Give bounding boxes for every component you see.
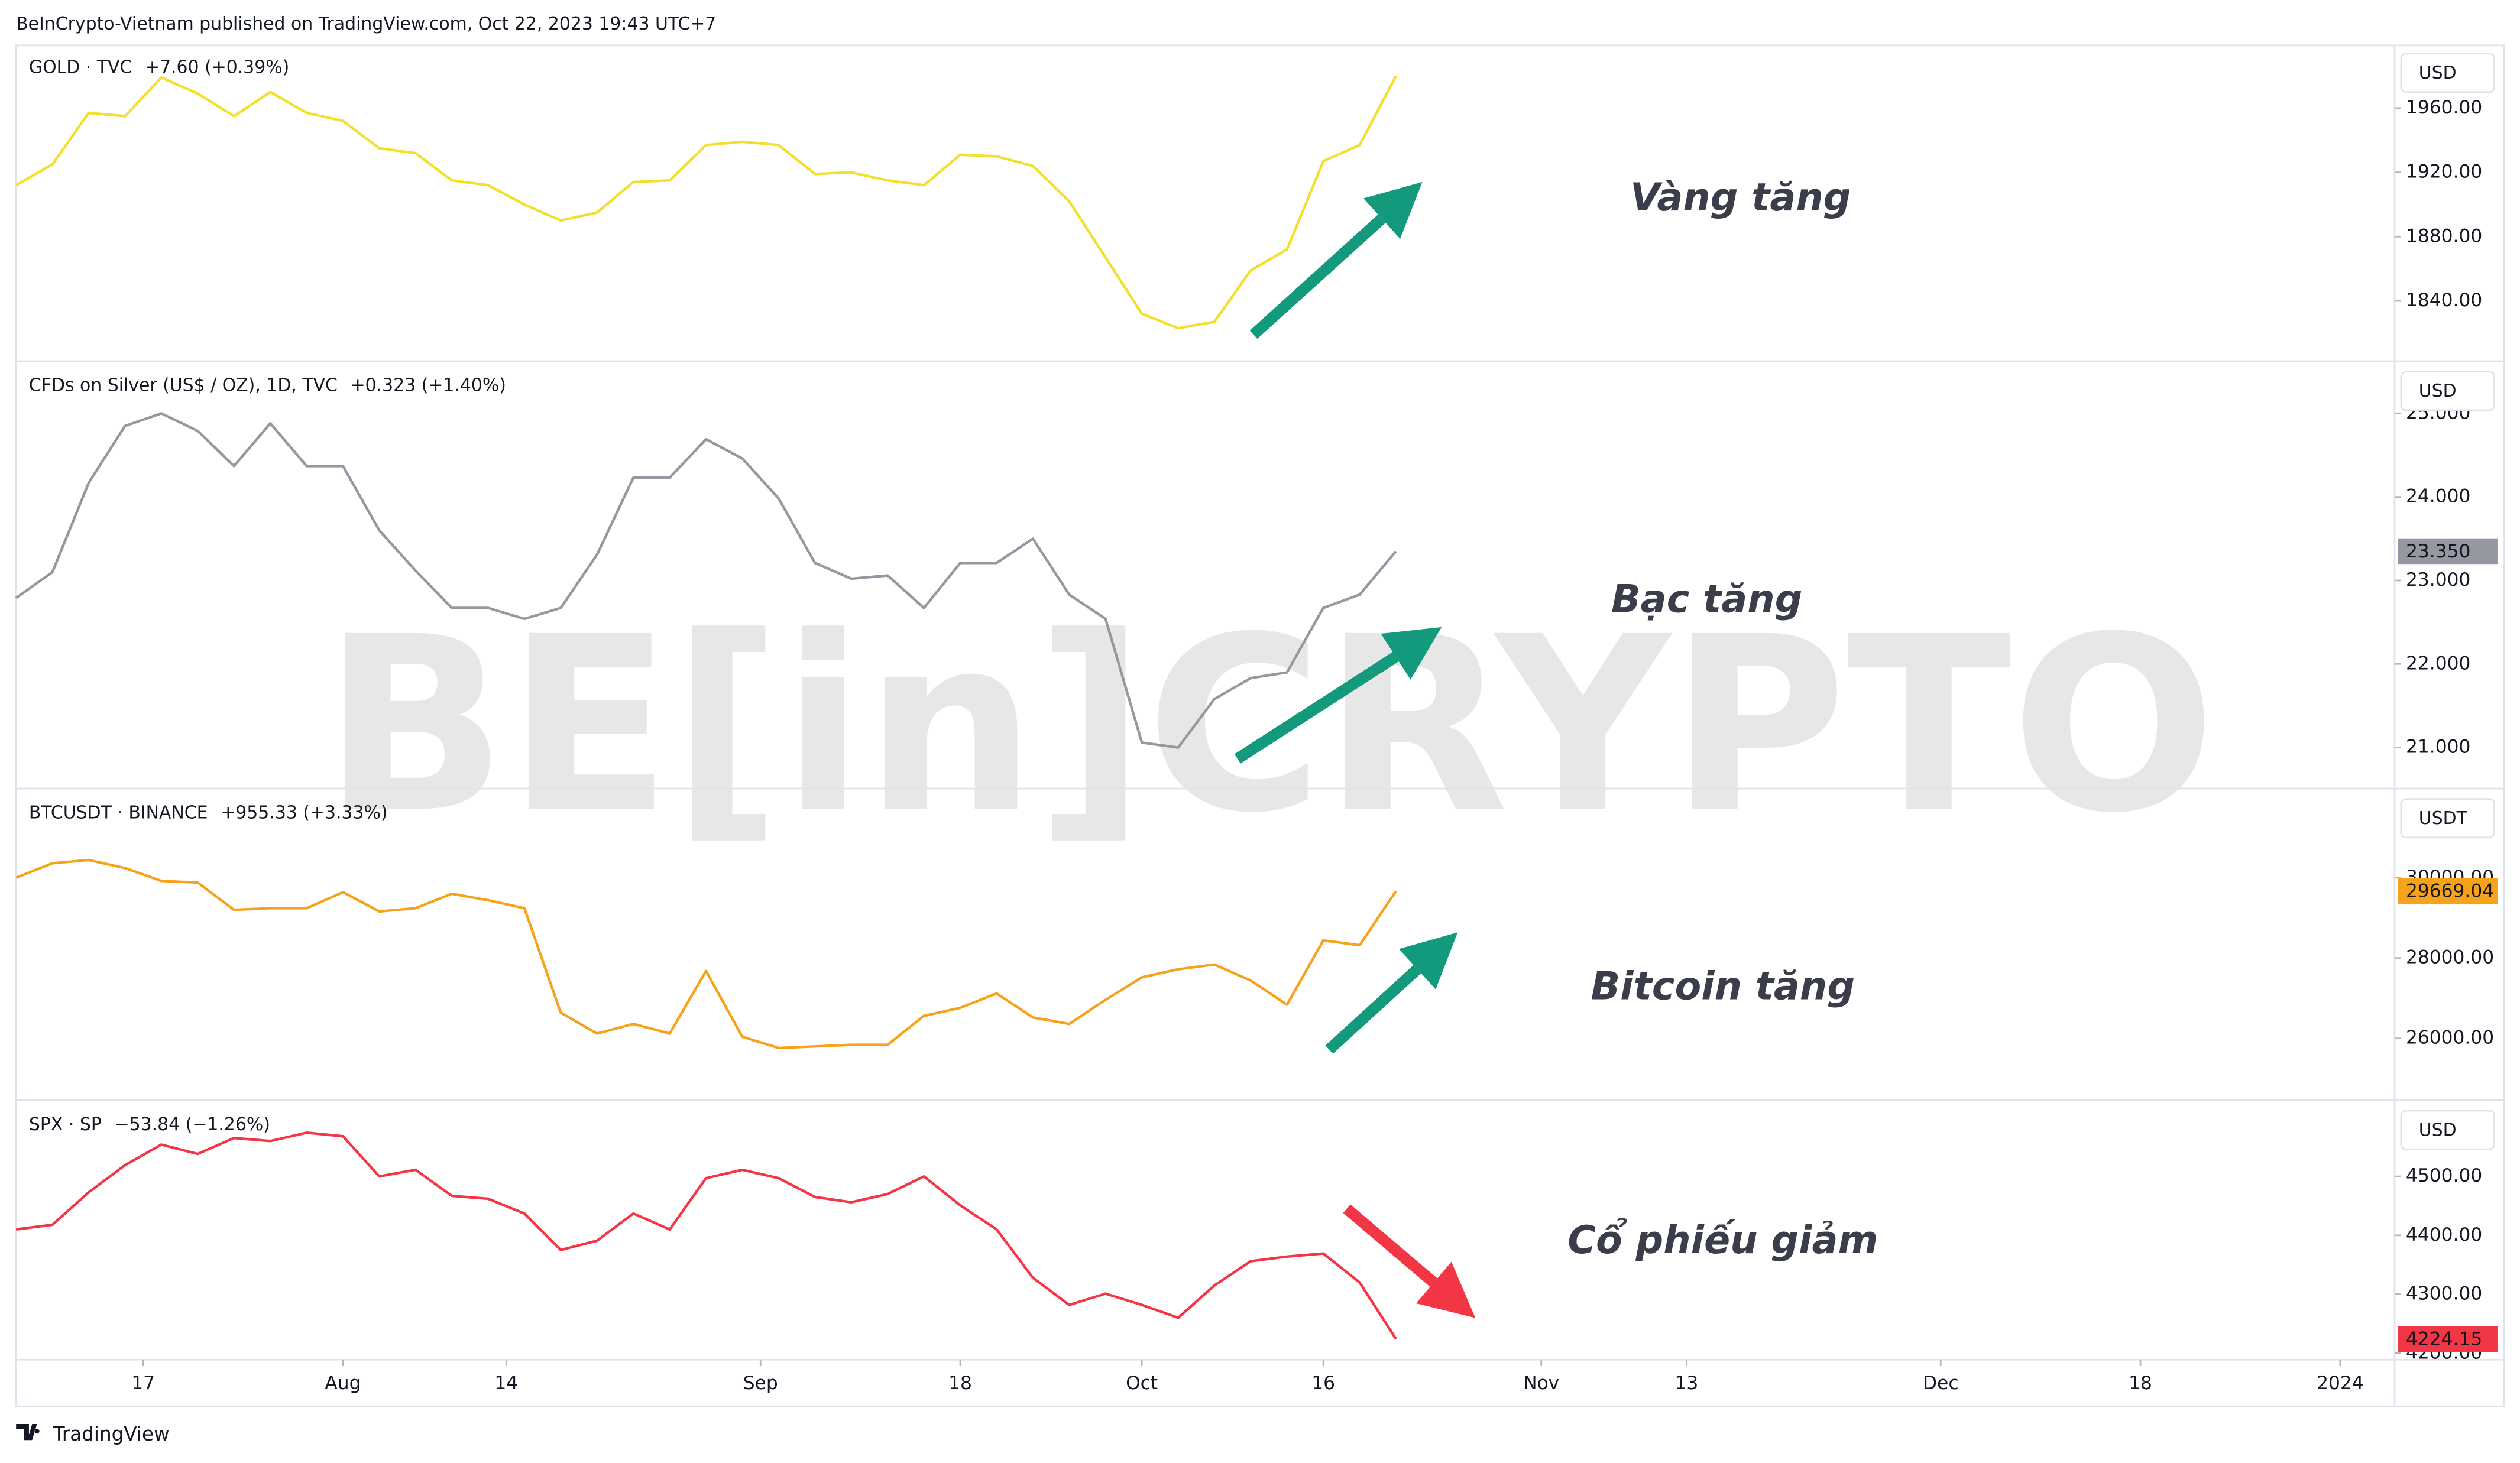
x-tick-label: Dec: [1923, 1373, 1958, 1394]
y-tick-label: 22.000: [2406, 653, 2470, 674]
arrow-head: [1363, 181, 1423, 239]
symbol-title: GOLD · TVC: [29, 57, 132, 77]
price-line: [15, 858, 1397, 1050]
arrow-shaft: [1234, 651, 1399, 764]
y-tick-label: 24.000: [2406, 486, 2470, 507]
symbol-title: CFDs on Silver (US$ / OZ), 1D, TVC: [29, 375, 338, 396]
y-tick-label: 23.000: [2406, 569, 2470, 591]
y-tick-label: 1840.00: [2406, 290, 2482, 311]
arrow-head: [1416, 1261, 1476, 1318]
y-tick-label: 4500.00: [2406, 1165, 2482, 1186]
x-tick-label: Aug: [325, 1373, 361, 1394]
x-tick-label: Oct: [1126, 1373, 1158, 1394]
y-tick-label: 1960.00: [2406, 97, 2482, 118]
x-tick-label: 13: [1674, 1373, 1698, 1394]
x-tick-label: Nov: [1523, 1373, 1559, 1394]
symbol-title: BTCUSDT · BINANCE: [29, 803, 208, 823]
currency: USDT: [2419, 808, 2468, 829]
price-label-box: [2398, 538, 2498, 565]
symbol-change: −53.84 (−1.26%): [115, 1114, 270, 1135]
x-tick-label: 18: [948, 1373, 972, 1394]
y-tick-label: 4400.00: [2406, 1224, 2482, 1245]
arrow-shaft: [1249, 214, 1386, 339]
publish-header: BeInCrypto-Vietnam published on TradingV…: [16, 14, 716, 34]
currency: USD: [2419, 381, 2457, 401]
y-tick-label: 4300.00: [2406, 1283, 2482, 1305]
price-label: 4224.15: [2406, 1329, 2482, 1350]
arrow-head: [1398, 932, 1458, 990]
arrow-shaft: [1343, 1204, 1437, 1287]
price-line: [15, 412, 1397, 749]
watermark: BE[in]CRYPTO: [323, 586, 2217, 866]
currency-box: [2400, 53, 2495, 93]
tv-logo: [16, 1424, 40, 1441]
y-tick-label: 26000.00: [2406, 1027, 2494, 1049]
currency-box: [2400, 798, 2495, 839]
price-label-box: [2398, 1326, 2498, 1352]
price-line: [15, 75, 1397, 330]
x-tick-label: 17: [131, 1373, 155, 1394]
y-tick-label: 28000.00: [2406, 947, 2494, 968]
annotation: Vàng tăng: [1630, 175, 1851, 220]
price-label-box: [2398, 878, 2498, 904]
x-tick-label: Sep: [743, 1373, 778, 1394]
symbol-title: SPX · SP: [29, 1114, 102, 1135]
currency: USD: [2419, 1120, 2457, 1140]
arrow-shaft: [1325, 965, 1421, 1054]
y-tick-label: 1880.00: [2406, 225, 2482, 246]
annotation: Bạc tăng: [1611, 576, 1802, 621]
x-tick-label: 18: [2129, 1373, 2152, 1394]
price-line: [15, 1131, 1397, 1340]
price-label: 29669.04: [2406, 881, 2494, 902]
footer-brand: TradingView: [53, 1423, 170, 1445]
y-tick-label: 1920.00: [2406, 161, 2482, 183]
annotation: Cổ phiếu giảm: [1567, 1217, 1878, 1263]
symbol-change: +955.33 (+3.33%): [221, 803, 387, 823]
arrow-head: [1381, 627, 1442, 680]
currency-box: [2400, 1110, 2495, 1150]
x-tick-label: 2024: [2317, 1373, 2364, 1394]
symbol-change: +0.323 (+1.40%): [351, 375, 506, 396]
currency-box: [2400, 371, 2495, 411]
y-tick-label: 21.000: [2406, 737, 2470, 758]
currency: USD: [2419, 63, 2457, 83]
x-tick-label: 14: [494, 1373, 518, 1394]
symbol-change: +7.60 (+0.39%): [145, 57, 289, 77]
frame: [15, 44, 2505, 1407]
x-tick-label: 16: [1311, 1373, 1335, 1394]
annotation: Bitcoin tăng: [1591, 964, 1855, 1008]
price-label: 23.350: [2406, 541, 2470, 562]
